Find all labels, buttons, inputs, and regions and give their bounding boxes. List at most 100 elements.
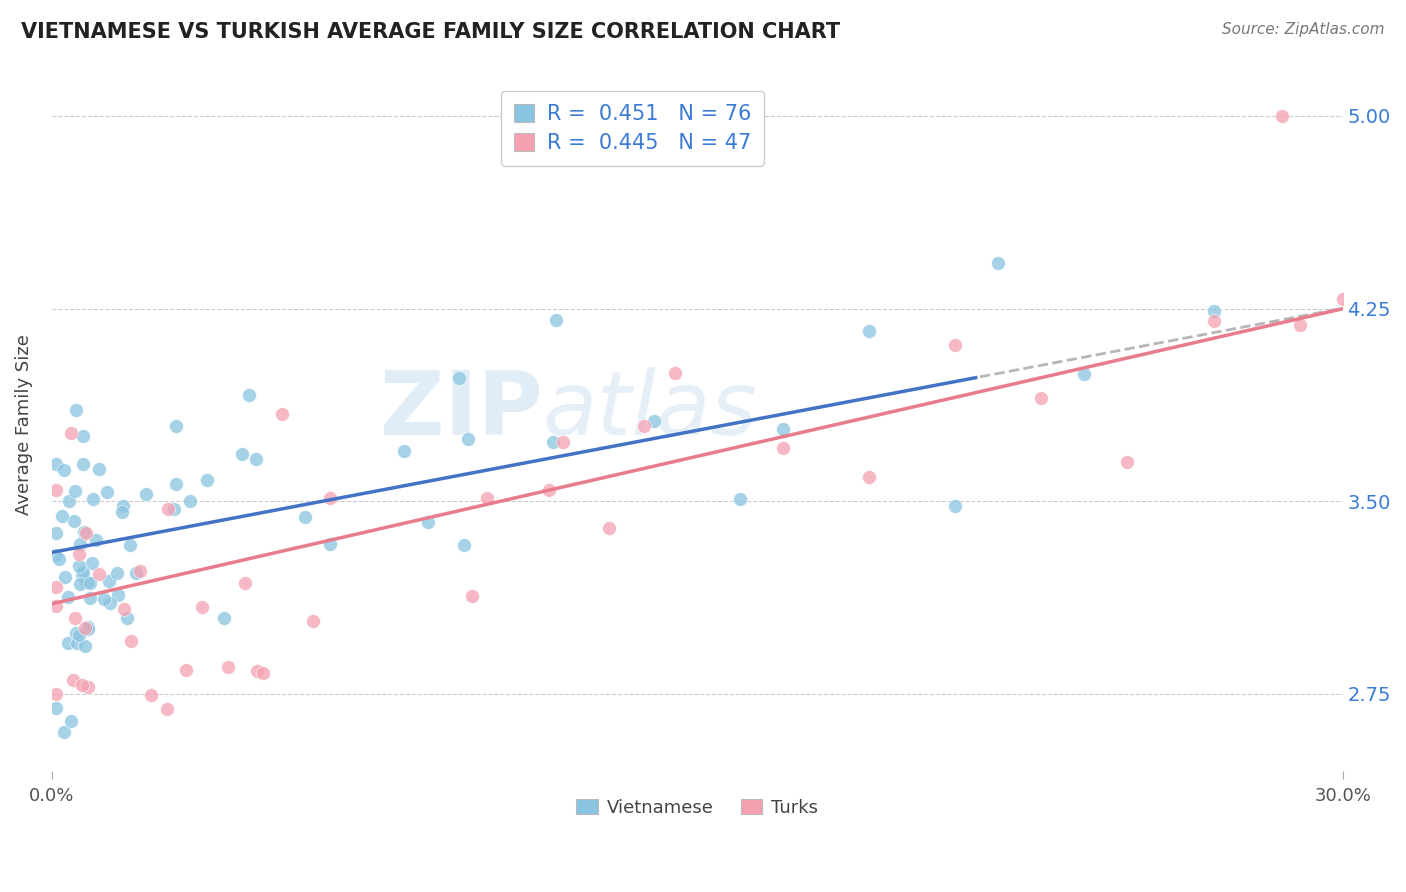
Point — [48, 552, 70, 566]
Point — [112, 500, 135, 514]
Point — [67, 628, 90, 642]
Point — [1116, 455, 1139, 469]
Point — [63, 514, 86, 528]
Point — [45, 700, 67, 714]
Point — [252, 666, 274, 681]
Point — [56, 635, 79, 649]
Point — [1073, 367, 1095, 381]
Point — [52, 463, 75, 477]
Point — [76, 575, 98, 590]
Point — [58, 493, 80, 508]
Point — [45, 599, 67, 614]
Point — [987, 256, 1010, 270]
Point — [943, 499, 966, 513]
Point — [943, 338, 966, 352]
Point — [1288, 318, 1310, 332]
Point — [76, 622, 98, 636]
Point — [538, 483, 561, 498]
Point — [231, 447, 253, 461]
Point — [65, 636, 87, 650]
Point — [62, 673, 84, 687]
Point — [246, 664, 269, 678]
Point — [176, 663, 198, 677]
Point — [45, 548, 67, 562]
Point — [457, 432, 479, 446]
Point — [96, 485, 118, 500]
Point — [1271, 109, 1294, 123]
Point — [633, 419, 655, 434]
Point — [475, 491, 498, 505]
Point — [87, 566, 110, 581]
Point — [97, 574, 120, 588]
Point — [217, 660, 239, 674]
Point — [135, 487, 157, 501]
Point — [77, 680, 100, 694]
Point — [45, 483, 67, 498]
Point — [394, 443, 416, 458]
Point — [73, 621, 96, 635]
Point — [191, 599, 214, 614]
Point — [60, 714, 83, 728]
Point — [70, 678, 93, 692]
Text: VIETNAMESE VS TURKISH AVERAGE FAMILY SIZE CORRELATION CHART: VIETNAMESE VS TURKISH AVERAGE FAMILY SIZ… — [21, 22, 841, 42]
Point — [772, 422, 794, 436]
Point — [302, 614, 325, 628]
Point — [79, 576, 101, 591]
Point — [271, 407, 294, 421]
Point — [772, 441, 794, 455]
Point — [117, 611, 139, 625]
Point — [45, 580, 67, 594]
Point — [72, 565, 94, 579]
Point — [65, 625, 87, 640]
Point — [598, 520, 620, 534]
Point — [120, 634, 142, 648]
Text: atlas: atlas — [543, 368, 758, 453]
Point — [165, 476, 187, 491]
Point — [643, 414, 665, 428]
Point — [45, 687, 67, 701]
Point — [67, 559, 90, 574]
Point — [245, 452, 267, 467]
Point — [59, 425, 82, 440]
Point — [156, 702, 179, 716]
Point — [118, 538, 141, 552]
Point — [453, 538, 475, 552]
Point — [319, 537, 342, 551]
Point — [129, 565, 152, 579]
Point — [233, 576, 256, 591]
Point — [51, 508, 73, 523]
Point — [80, 556, 103, 570]
Point — [447, 371, 470, 385]
Point — [58, 591, 80, 605]
Point — [214, 611, 236, 625]
Point — [125, 566, 148, 581]
Point — [93, 591, 115, 606]
Point — [858, 324, 880, 338]
Point — [858, 469, 880, 483]
Point — [1331, 292, 1354, 306]
Point — [63, 611, 86, 625]
Point — [72, 429, 94, 443]
Point — [107, 588, 129, 602]
Point — [73, 524, 96, 539]
Point — [105, 566, 128, 581]
Point — [544, 313, 567, 327]
Point — [294, 510, 316, 524]
Point — [110, 505, 132, 519]
Point — [139, 689, 162, 703]
Point — [238, 388, 260, 402]
Point — [70, 568, 93, 582]
Point — [163, 502, 186, 516]
Point — [89, 461, 111, 475]
Point — [69, 577, 91, 591]
Point — [75, 526, 97, 541]
Point — [65, 483, 87, 498]
Point — [664, 366, 686, 380]
Point — [82, 492, 104, 507]
Point — [100, 596, 122, 610]
Point — [179, 494, 201, 508]
Point — [157, 502, 180, 516]
Point — [416, 515, 439, 529]
Text: Source: ZipAtlas.com: Source: ZipAtlas.com — [1222, 22, 1385, 37]
Point — [69, 537, 91, 551]
